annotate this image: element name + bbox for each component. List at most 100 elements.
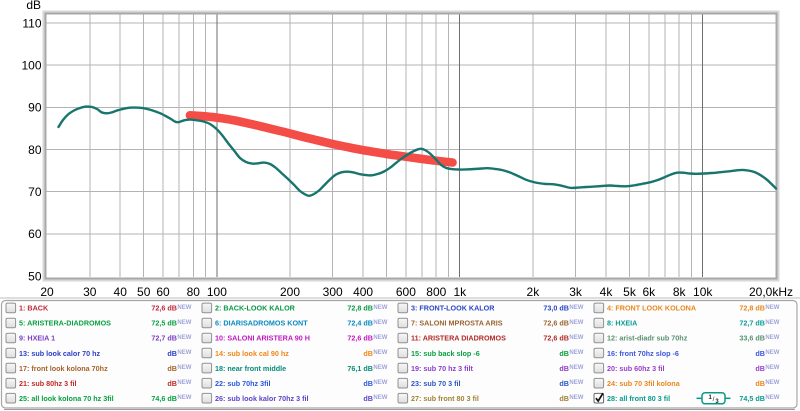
svg-text:dB: dB <box>26 0 41 12</box>
svg-text:NEW: NEW <box>569 350 583 356</box>
svg-text:7: SALONI MPROSTA ARIS: 7: SALONI MPROSTA ARIS <box>411 319 503 328</box>
svg-text:20: sub 60hz 3 fil: 20: sub 60hz 3 fil <box>607 364 665 373</box>
svg-text:NEW: NEW <box>373 365 387 371</box>
svg-text:72,6 dB: 72,6 dB <box>347 334 373 343</box>
svg-text:NEW: NEW <box>373 335 387 341</box>
svg-text:74,6 dB: 74,6 dB <box>151 394 177 403</box>
svg-text:dB: dB <box>755 349 765 358</box>
svg-text:5: ARISTERA-DIADROMOS: 5: ARISTERA-DIADROMOS <box>19 319 111 328</box>
svg-text:NEW: NEW <box>177 320 191 326</box>
svg-text:dB: dB <box>167 349 177 358</box>
svg-text:72,5 dB: 72,5 dB <box>151 319 177 328</box>
svg-text:10: SALONI ARISTERA 90 H: 10: SALONI ARISTERA 90 H <box>215 334 310 343</box>
svg-text:200: 200 <box>280 285 300 299</box>
svg-text:110: 110 <box>22 16 41 30</box>
svg-text:100: 100 <box>21 59 41 73</box>
svg-text:NEW: NEW <box>373 350 387 356</box>
svg-text:dB: dB <box>559 394 569 403</box>
svg-text:1k: 1k <box>453 285 467 299</box>
svg-text:14: sub look cal 90 hz: 14: sub look cal 90 hz <box>215 349 289 358</box>
svg-text:24: sub 70 3fil kolona: 24: sub 70 3fil kolona <box>607 379 681 388</box>
svg-text:15: sub back slop -6: 15: sub back slop -6 <box>411 349 480 358</box>
svg-text:50: 50 <box>137 285 151 299</box>
svg-text:dB: dB <box>559 349 569 358</box>
svg-text:100: 100 <box>207 285 227 299</box>
svg-text:NEW: NEW <box>569 320 583 326</box>
svg-text:3: FRONT-LOOK KALOR: 3: FRONT-LOOK KALOR <box>411 304 495 313</box>
svg-text:23: sub 70 3 fil: 23: sub 70 3 fil <box>411 379 461 388</box>
svg-text:NEW: NEW <box>765 365 779 371</box>
svg-text:13: sub look calor 70 hz: 13: sub look calor 70 hz <box>19 349 100 358</box>
svg-text:60: 60 <box>28 227 42 241</box>
svg-text:11: ARISTERA DIADROMOS: 11: ARISTERA DIADROMOS <box>411 334 506 343</box>
svg-text:dB: dB <box>363 349 373 358</box>
svg-text:800: 800 <box>426 285 446 299</box>
svg-text:30: 30 <box>83 285 97 299</box>
svg-text:dB: dB <box>363 394 373 403</box>
svg-text:70: 70 <box>28 185 42 199</box>
svg-text:72,8 dB: 72,8 dB <box>739 304 765 313</box>
svg-text:NEW: NEW <box>373 305 387 311</box>
svg-text:60: 60 <box>156 285 170 299</box>
svg-text:17: front look kolona 70hz: 17: front look kolona 70hz <box>19 364 108 373</box>
svg-text:3: 3 <box>715 399 719 405</box>
svg-text:50: 50 <box>28 269 42 283</box>
svg-text:NEW: NEW <box>765 320 779 326</box>
svg-text:8: HXEIA: 8: HXEIA <box>607 319 637 328</box>
svg-text:600: 600 <box>396 285 416 299</box>
svg-text:73,0 dB: 73,0 dB <box>543 304 569 313</box>
svg-text:72,7 dB: 72,7 dB <box>739 319 765 328</box>
svg-text:NEW: NEW <box>177 380 191 386</box>
svg-text:NEW: NEW <box>373 395 387 401</box>
svg-text:NEW: NEW <box>177 350 191 356</box>
svg-text:4k: 4k <box>600 285 614 299</box>
svg-text:2: BACK-LOOK KALOR: 2: BACK-LOOK KALOR <box>215 304 296 313</box>
svg-text:72,6 dB: 72,6 dB <box>543 334 569 343</box>
svg-text:80: 80 <box>28 143 42 157</box>
svg-text:26: sub look kalor 70hz 3 fil: 26: sub look kalor 70hz 3 fil <box>215 394 308 403</box>
svg-text:74,5 dB: 74,5 dB <box>739 394 765 403</box>
svg-text:22: sub 70hz 3fil: 22: sub 70hz 3fil <box>215 379 271 388</box>
svg-text:27: sub front 80 3 fil: 27: sub front 80 3 fil <box>411 394 479 403</box>
svg-text:8k: 8k <box>673 285 687 299</box>
svg-text:/: / <box>713 396 715 403</box>
svg-text:dB: dB <box>363 379 373 388</box>
svg-text:72,6 dB: 72,6 dB <box>151 304 177 313</box>
svg-text:9: HXEIA 1: 9: HXEIA 1 <box>19 334 55 343</box>
svg-text:NEW: NEW <box>765 380 779 386</box>
svg-text:1: BACK: 1: BACK <box>19 304 49 313</box>
svg-text:dB: dB <box>167 379 177 388</box>
svg-text:20: 20 <box>40 285 54 299</box>
svg-text:dB: dB <box>559 364 569 373</box>
svg-text:dB: dB <box>755 379 765 388</box>
svg-text:40: 40 <box>114 285 128 299</box>
svg-text:21: sub 80hz 3 fil: 21: sub 80hz 3 fil <box>19 379 77 388</box>
svg-text:1: 1 <box>709 395 713 401</box>
svg-text:NEW: NEW <box>765 305 779 311</box>
svg-text:33,6 dB: 33,6 dB <box>739 334 765 343</box>
svg-text:dB: dB <box>167 364 177 373</box>
svg-text:NEW: NEW <box>569 380 583 386</box>
svg-text:6: DIARISADROMOS KONT: 6: DIARISADROMOS KONT <box>215 319 308 328</box>
svg-text:25: all look kolona 70 hz 3fil: 25: all look kolona 70 hz 3fil <box>19 394 114 403</box>
svg-text:76,1 dB: 76,1 dB <box>347 364 373 373</box>
svg-text:NEW: NEW <box>373 320 387 326</box>
svg-text:NEW: NEW <box>177 395 191 401</box>
svg-text:90: 90 <box>28 101 42 115</box>
svg-text:NEW: NEW <box>373 380 387 386</box>
svg-text:72,8 dB: 72,8 dB <box>347 304 373 313</box>
svg-text:NEW: NEW <box>177 305 191 311</box>
svg-text:NEW: NEW <box>765 335 779 341</box>
svg-text:12: arist-diadr sub 70hz: 12: arist-diadr sub 70hz <box>607 334 688 343</box>
svg-text:NEW: NEW <box>569 305 583 311</box>
svg-text:3k: 3k <box>569 285 583 299</box>
svg-text:dB: dB <box>559 379 569 388</box>
svg-text:20,0kHz: 20,0kHz <box>749 285 793 299</box>
svg-text:300: 300 <box>323 285 343 299</box>
svg-text:16: front 70hz slop -6: 16: front 70hz slop -6 <box>607 349 679 358</box>
svg-text:2k: 2k <box>527 285 541 299</box>
svg-text:5k: 5k <box>623 285 637 299</box>
svg-text:6k: 6k <box>642 285 656 299</box>
svg-text:NEW: NEW <box>569 395 583 401</box>
svg-text:400: 400 <box>353 285 373 299</box>
